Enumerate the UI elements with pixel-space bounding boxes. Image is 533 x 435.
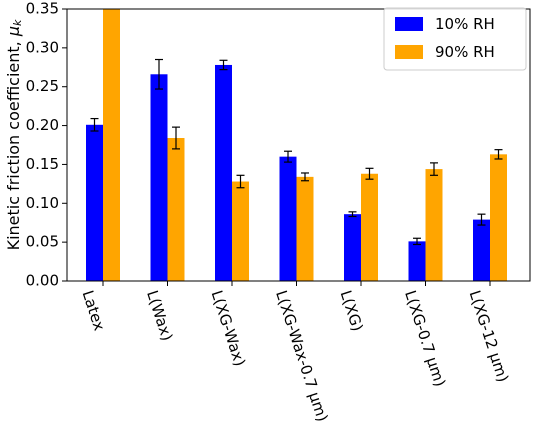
bar-s1-c0 — [103, 9, 120, 281]
x-tick-label-3: L(XG-Wax-0.7 μm) — [272, 288, 331, 424]
bar-s0-c3 — [279, 156, 297, 281]
x-tick-label-0: Latex — [79, 288, 109, 333]
x-tick-label-6: L(XG-12 μm) — [466, 288, 513, 384]
x-tick-label-5: L(XG-0.7 μm) — [401, 288, 449, 389]
y-tick-label-7: 0.35 — [26, 0, 59, 18]
bar-s0-c6 — [473, 219, 490, 281]
bar-s1-c1 — [167, 138, 185, 281]
bar-s1-c6 — [490, 154, 507, 281]
x-ticks-layer: Latex L(Wax) L(XG-Wax) L(XG-Wax-0.7 μm) L(XG… — [79, 281, 513, 424]
legend-label-10rh: 10% RH — [435, 15, 495, 33]
legend: 10% RH 90% RH — [383, 7, 527, 71]
x-tick-label-1: L(Wax) — [143, 288, 176, 343]
y-tick-label-6: 0.30 — [26, 38, 59, 56]
x-tick-label-4: L(XG) — [337, 288, 367, 333]
x-tick-label-2: L(XG-Wax) — [208, 288, 249, 368]
y-tick-label-2: 0.10 — [26, 194, 59, 212]
bar-s0-c5 — [408, 241, 426, 281]
legend-swatch-90rh — [395, 45, 423, 59]
bar-s1-c2 — [232, 181, 249, 281]
y-tick-label-4: 0.20 — [26, 116, 59, 134]
bar-s0-c4 — [344, 214, 361, 281]
error-bars-layer — [90, 58, 503, 246]
plot-frame — [66, 8, 531, 282]
y-axis-label: Kinetic friction coefficient, μk — [4, 19, 25, 250]
y-tick-label-1: 0.05 — [26, 233, 59, 251]
legend-label-90rh: 90% RH — [435, 43, 495, 61]
bar-s1-c3 — [296, 176, 314, 281]
bar-s0-c1 — [150, 74, 168, 281]
bars-layer — [86, 9, 507, 282]
bar-s1-c5 — [425, 169, 443, 281]
y-ticks-layer: 0.00 0.05 0.10 0.15 0.20 0.25 0.30 0.35 — [26, 0, 67, 290]
bar-s1-c4 — [361, 173, 378, 281]
legend-swatch-10rh — [395, 17, 423, 31]
axes-layer — [66, 8, 531, 282]
bar-s0-c2 — [215, 64, 232, 281]
y-tick-label-3: 0.15 — [26, 155, 59, 173]
bar-s0-c0 — [86, 124, 103, 282]
y-tick-label-5: 0.25 — [26, 77, 59, 95]
y-tick-label-0: 0.00 — [26, 272, 59, 290]
